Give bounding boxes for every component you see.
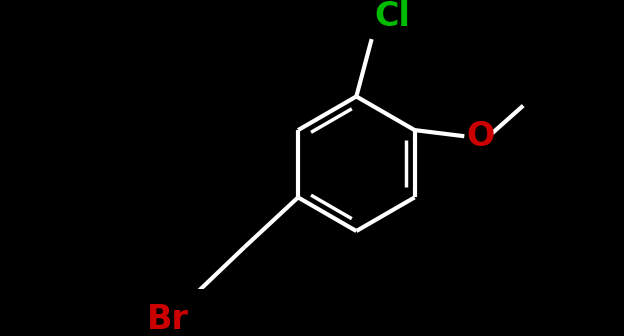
Text: Br: Br (147, 303, 188, 336)
Text: Cl: Cl (374, 0, 410, 33)
Text: O: O (467, 120, 495, 153)
